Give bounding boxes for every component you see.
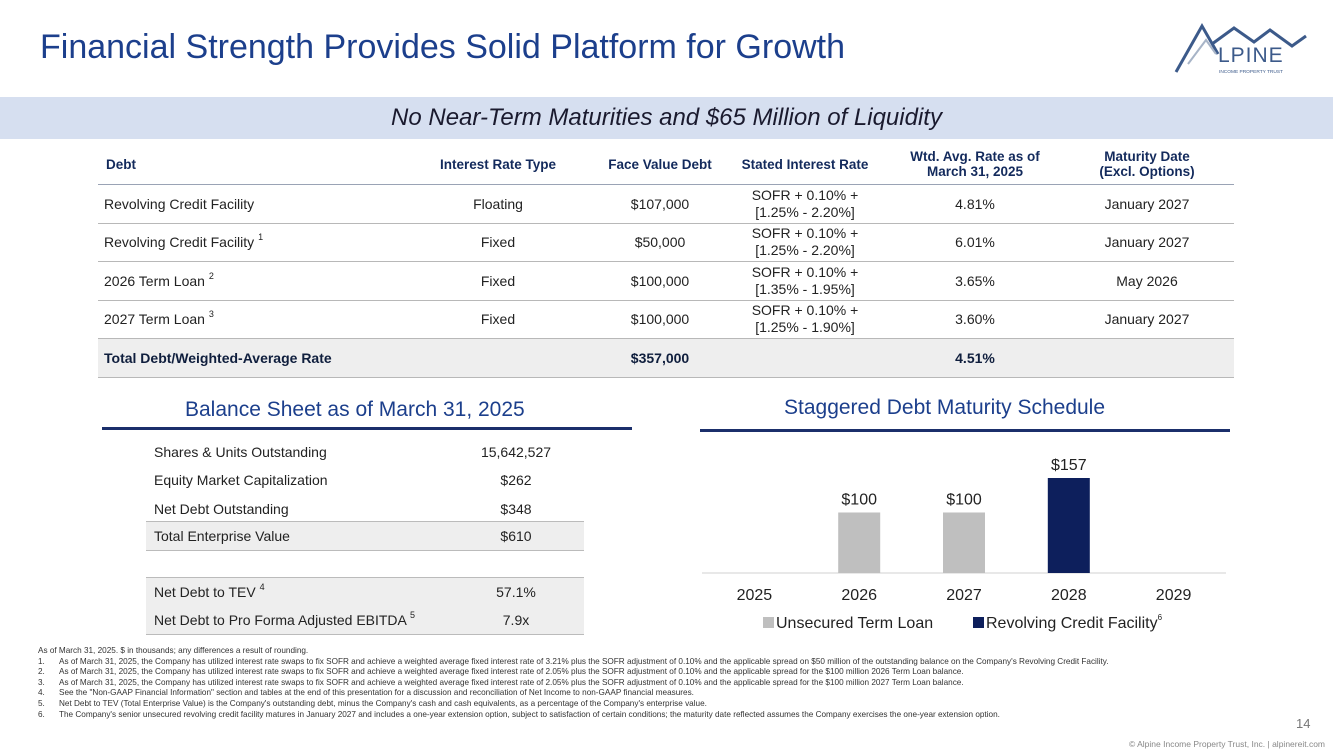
footnote-4: 4. See the "Non-GAAP Financial Informatio… [38,688,694,698]
debt-table-header: Debt Interest Rate Type Face Value Debt … [98,144,1234,185]
footnote-1: 1. As of March 31, 2025, the Company has … [38,656,1109,666]
footnote-intro: As of March 31, 2025. $ in thousands; an… [38,646,309,655]
bar-2027-0 [943,512,985,573]
footnote-3: 3. As of March 31, 2025, the Company has … [38,677,964,687]
bs-row-net-debt: Net Debt Outstanding $348 [154,501,532,517]
tick-label-2025: 2025 [737,587,773,604]
col-stated-rate: Stated Interest Rate [720,144,890,185]
footnotes: As of March 31, 2025. $ in thousands; an… [38,646,1278,720]
tick-label-2029: 2029 [1156,587,1192,604]
legend-note-1: 6 [1158,613,1163,622]
alpine-logo: LPINE INCOME PROPERTY TRUST A [1174,22,1307,75]
bs-row-tev: Total Enterprise Value $610 [146,521,584,551]
logo-wordmark: LPINE [1218,44,1284,67]
bs-row-equity-cap: Equity Market Capitalization $262 [154,472,532,488]
chart-title-rule [700,429,1230,432]
liquidity-banner [0,97,1333,139]
tick-label-2027: 2027 [946,587,982,604]
legend-swatch-0 [763,617,774,628]
maturity-chart: 2025 $100 2026 $100 2027 $157 2028 2029 Unsecure… [702,457,1226,632]
page-number: 14 [1296,716,1311,731]
col-maturity: Maturity Date (Excl. Options) [1060,144,1234,185]
legend-label-1: Revolving Credit Facility6 [986,613,1163,632]
balance-sheet-title: Balance Sheet as of March 31, 2025 [185,398,525,421]
balance-sheet-rule [102,427,632,430]
legend-label-0: Unsecured Term Loan [776,615,933,632]
bs-row-shares: Shares & Units Outstanding 15,642,527 [154,444,552,460]
table-row: 2026 Term Loan 2 Fixed $100,000 SOFR + 0… [98,261,1234,301]
footnote-5: 5. Net Debt to TEV (Total Enterprise Valu… [38,698,707,708]
col-wtd-rate: Wtd. Avg. Rate as of March 31, 2025 [890,144,1060,185]
chart-title: Staggered Debt Maturity Schedule [784,396,1106,419]
col-face-value: Face Value Debt [600,144,720,185]
bs-row-net-debt-tev: Net Debt to TEV 4 57.1% [146,577,584,607]
logo-tagline: INCOME PROPERTY TRUST [1219,69,1283,75]
data-label-2026: $100 [841,491,877,508]
bar-2026-0 [838,512,881,573]
copyright: © Alpine Income Property Trust, Inc. | a… [1128,739,1325,749]
tick-label-2028: 2028 [1051,587,1087,604]
data-label-2027: $100 [946,491,982,508]
col-rate-type: Interest Rate Type [396,144,600,185]
table-row: 2027 Term Loan 3 Fixed $100,000 SOFR + 0… [98,300,1234,339]
data-label-2028: $157 [1051,457,1087,474]
table-row: Revolving Credit Facility 1 Fixed $50,00… [98,223,1234,262]
footnote-2: 2. As of March 31, 2025, the Company has … [38,667,964,677]
page-title: Financial Strength Provides Solid Platfo… [40,28,846,66]
tick-label-2026: 2026 [841,587,877,604]
table-row: Revolving Credit Facility Floating $107,… [98,184,1234,224]
legend-swatch-1 [973,617,984,628]
total-row: Total Debt/Weighted-Average Rate $357,00… [98,338,1234,378]
footnote-6: 6. The Company's senior unsecured revolvi… [38,709,1000,719]
bar-2028-1 [1047,478,1090,573]
banner-text: No Near-Term Maturities and $65 Million … [391,104,942,131]
col-debt: Debt [98,144,396,185]
debt-table: Debt Interest Rate Type Face Value Debt … [98,144,1234,378]
